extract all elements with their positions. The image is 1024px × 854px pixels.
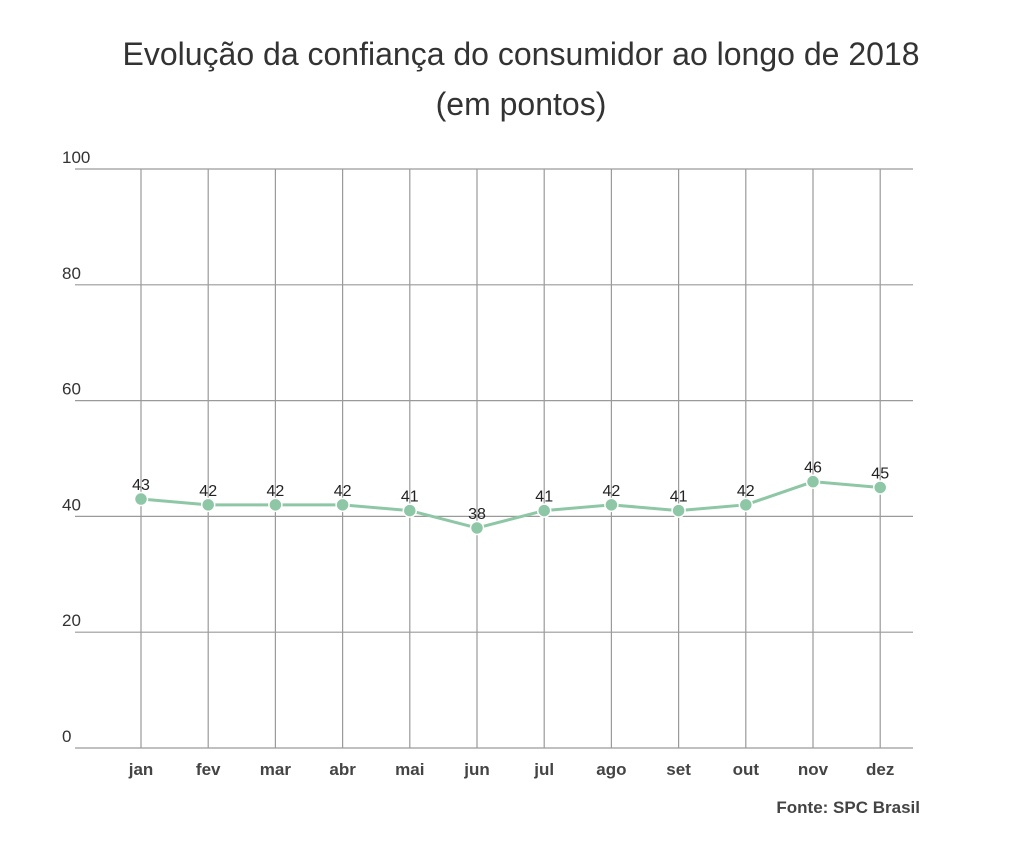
data-point <box>268 497 283 513</box>
value-label: 42 <box>603 483 621 500</box>
x-tick-label: set <box>666 760 691 779</box>
value-label: 41 <box>535 489 553 506</box>
value-label: 43 <box>132 477 150 494</box>
value-label: 42 <box>267 483 285 500</box>
data-point <box>200 497 216 513</box>
data-point <box>738 497 754 513</box>
data-point <box>133 491 149 507</box>
value-label: 41 <box>401 489 419 506</box>
x-tick-label: mai <box>395 760 424 779</box>
value-label: 45 <box>871 465 889 482</box>
y-tick-label: 60 <box>62 380 81 399</box>
value-label: 42 <box>737 483 755 500</box>
x-tick-label: out <box>733 760 760 779</box>
data-point <box>536 503 552 518</box>
x-tick-label: ago <box>596 760 626 779</box>
chart-title: Evolução da confiança do consumidor ao l… <box>122 36 919 72</box>
data-point <box>671 503 686 518</box>
data-point <box>469 520 485 536</box>
value-label: 42 <box>199 483 217 500</box>
y-tick-label: 40 <box>62 495 81 514</box>
value-label: 42 <box>334 483 352 500</box>
value-label: 46 <box>804 460 822 477</box>
x-tick-label: dez <box>866 760 894 779</box>
data-point <box>604 497 619 513</box>
y-tick-label: 80 <box>62 264 81 283</box>
x-tick-label: jul <box>533 760 554 779</box>
x-tick-label: nov <box>798 760 829 779</box>
data-point <box>402 503 418 518</box>
data-point <box>335 497 350 513</box>
x-tick-label: jun <box>463 760 490 779</box>
y-tick-label: 100 <box>62 148 90 167</box>
data-point <box>805 474 821 489</box>
y-tick-label: 0 <box>62 727 71 746</box>
y-tick-label: 20 <box>62 611 81 630</box>
source: Fonte: SPC Brasil <box>776 798 920 817</box>
chart-subtitle: (em pontos) <box>436 86 607 122</box>
data-line <box>140 480 881 530</box>
x-tick-label: jan <box>128 760 154 779</box>
x-tick-label: mar <box>260 760 292 779</box>
value-label: 38 <box>468 506 486 523</box>
value-label: 41 <box>670 489 688 506</box>
x-tick-label: fev <box>196 760 221 779</box>
data-point <box>872 480 888 495</box>
x-tick-label: abr <box>329 760 356 779</box>
